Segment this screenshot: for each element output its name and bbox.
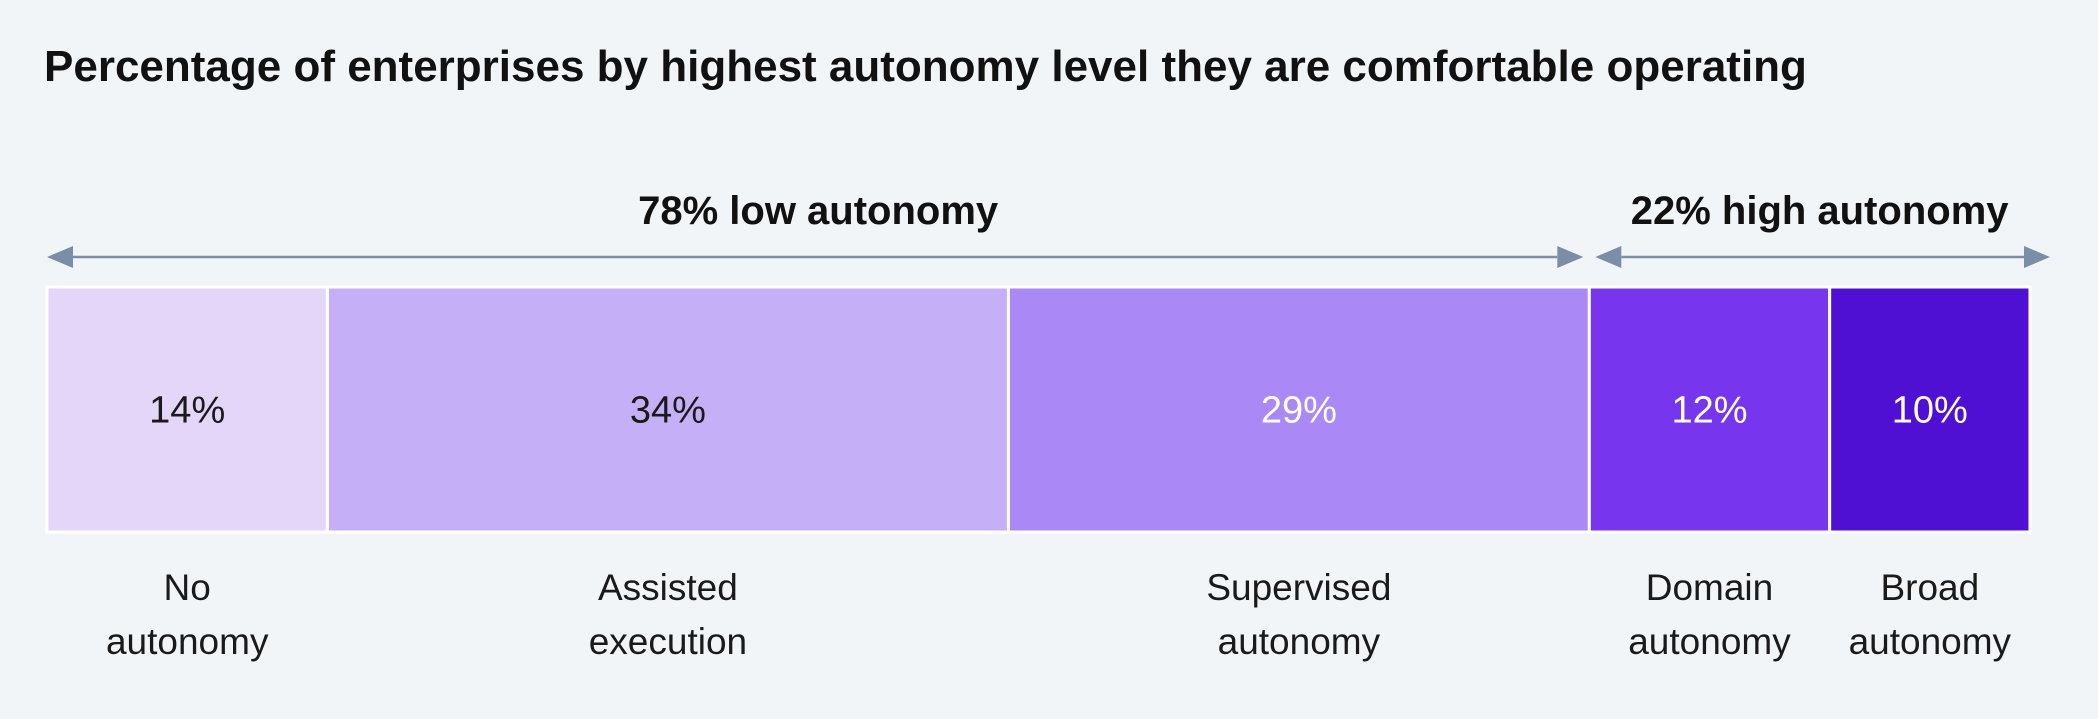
chart-title: Percentage of enterprises by highest aut… [44, 42, 1807, 91]
category-label-4-line-1: Domain [1646, 567, 1774, 608]
bar-segment-1 [45, 285, 329, 534]
category-label-4-line-2: autonomy [1628, 621, 1791, 662]
category-label-1-line-1: No [164, 567, 211, 608]
category-label-5-line-1: Broad [1880, 567, 1979, 608]
data-label-1: 14% [149, 390, 225, 432]
category-label-3-line-1: Supervised [1206, 567, 1391, 608]
category-label-2-line-2: execution [589, 621, 747, 662]
data-label-2: 34% [630, 390, 706, 432]
group-arrow-right-head-1 [1557, 246, 1584, 268]
bar-segment-5 [1828, 285, 2032, 534]
category-label-2-line-1: Assisted [598, 567, 738, 608]
data-label-4: 12% [1671, 390, 1747, 432]
bar-segment-3 [1006, 285, 1591, 534]
data-label-3: 29% [1261, 390, 1337, 432]
category-label-3-line-2: autonomy [1218, 621, 1381, 662]
bar-segment-4 [1587, 285, 1832, 534]
bar-segment-2 [325, 285, 1010, 534]
category-label-5-line-2: autonomy [1849, 621, 2012, 662]
group-label-2: 22% high autonomy [1631, 189, 2010, 233]
group-arrow-left-head-1 [47, 246, 73, 268]
category-label-1-line-2: autonomy [106, 621, 269, 662]
group-label-1: 78% low autonomy [638, 189, 999, 233]
group-arrow-right-head-2 [2024, 246, 2050, 268]
data-label-5: 10% [1892, 390, 1968, 432]
group-arrow-left-head-2 [1595, 246, 1622, 268]
